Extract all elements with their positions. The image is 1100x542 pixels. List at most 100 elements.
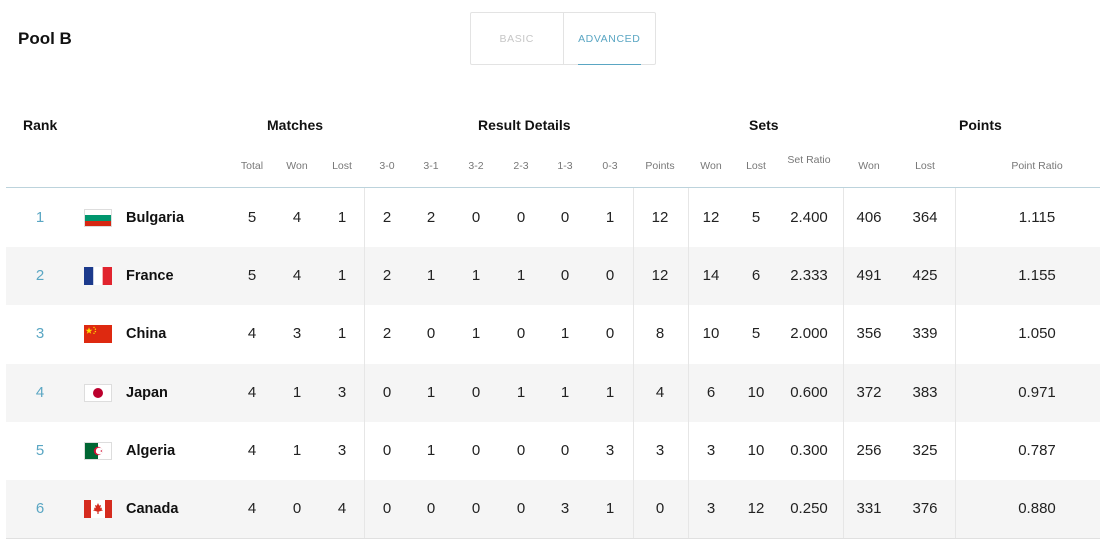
cell-r13: 0 <box>560 441 570 459</box>
subheader-lost: Lost <box>332 160 352 172</box>
cell-total: 5 <box>247 209 257 226</box>
cell-set-ratio: 0.300 <box>790 441 828 459</box>
column-divider <box>633 188 634 538</box>
table-row[interactable]: 4 Japan 4 1 3 0 1 0 1 1 1 4 6 10 0.600 372 383 0.971 <box>6 363 1100 422</box>
cell-r31: 1 <box>426 383 436 401</box>
cell-set-ratio: 0.600 <box>790 383 828 401</box>
cell-point-ratio: 1.115 <box>1018 209 1056 226</box>
france-flag-icon <box>84 267 112 286</box>
team-name[interactable]: China <box>126 326 167 343</box>
team-name[interactable]: Canada <box>126 501 179 517</box>
team-name[interactable]: France <box>126 268 174 285</box>
canada-flag-icon <box>84 500 112 518</box>
cell-set-ratio: 0.250 <box>790 500 828 517</box>
japan-flag-icon <box>84 383 112 402</box>
subheader-sets-won: Won <box>700 160 722 172</box>
table-row[interactable]: 2 France 5 4 1 2 1 1 1 0 0 12 14 6 2.333 491 425 1.155 <box>6 247 1100 306</box>
cell-r31: 1 <box>426 441 436 459</box>
cell-sets-won: 12 <box>702 209 720 226</box>
cell-r23: 1 <box>516 267 526 285</box>
column-divider <box>688 188 689 538</box>
cell-point-ratio: 1.155 <box>1018 267 1056 285</box>
cell-r32: 1 <box>471 325 481 343</box>
cell-point-ratio: 0.787 <box>1018 441 1056 459</box>
table-row[interactable]: 3 China 4 3 1 2 0 1 0 1 0 8 10 5 2.000 356 339 1.050 <box>6 305 1100 363</box>
cell-r32: 0 <box>471 383 481 401</box>
cell-won: 1 <box>292 383 302 401</box>
cell-r32: 0 <box>471 500 481 517</box>
cell-won: 4 <box>292 267 302 285</box>
subheader-total: Total <box>240 160 264 172</box>
cell-sets-lost: 12 <box>747 500 765 517</box>
cell-points: 12 <box>651 267 669 285</box>
team-name[interactable]: Algeria <box>126 442 176 459</box>
cell-total: 4 <box>247 441 257 459</box>
cell-sets-lost: 5 <box>751 209 761 226</box>
table-row[interactable]: 6 Canada 4 0 4 0 0 0 0 3 1 0 3 12 0.250 331 376 0.880 <box>6 480 1100 538</box>
cell-point-ratio: 0.971 <box>1018 383 1056 401</box>
cell-lost: 1 <box>337 209 347 226</box>
cell-sets-lost: 5 <box>751 325 761 343</box>
subheader-r23: 2-3 <box>513 160 529 172</box>
cell-sets-won: 14 <box>702 267 720 285</box>
cell-point-ratio: 1.050 <box>1018 325 1056 343</box>
cell-points-lost: 364 <box>912 209 938 226</box>
cell-r13: 0 <box>560 209 570 226</box>
subheader-point-ratio: Point Ratio <box>1011 160 1063 172</box>
sets-header: Sets <box>749 117 779 133</box>
rank-header: Rank <box>23 117 58 133</box>
column-divider <box>364 188 365 538</box>
cell-points-lost: 376 <box>912 500 938 517</box>
table-row[interactable]: 1 Bulgaria 5 4 1 2 2 0 0 0 1 12 12 5 2.400 406 364 1.115 <box>6 189 1100 247</box>
cell-set-ratio: 2.000 <box>790 325 828 343</box>
cell-r31: 1 <box>426 267 436 285</box>
subheader-r32: 3-2 <box>468 160 484 172</box>
cell-r23: 0 <box>516 441 526 459</box>
header-divider <box>6 187 1100 188</box>
cell-r31: 2 <box>426 209 436 226</box>
cell-total: 4 <box>247 383 257 401</box>
cell-r31: 0 <box>426 325 436 343</box>
team-name[interactable]: Japan <box>126 384 168 401</box>
cell-r03: 0 <box>605 325 615 343</box>
cell-sets-lost: 6 <box>751 267 761 285</box>
subheader-set-ratio: Set Ratio <box>787 154 831 166</box>
table-row[interactable]: 5 Algeria 4 1 3 0 1 0 0 0 3 3 3 10 0.300 256 325 0.787 <box>6 422 1100 480</box>
subheader-points-won: Won <box>858 160 880 172</box>
china-flag-icon <box>84 325 112 344</box>
cell-sets-won: 6 <box>706 383 716 401</box>
cell-lost: 4 <box>337 500 347 517</box>
pool-title: Pool B <box>18 29 72 48</box>
cell-points-won: 331 <box>856 500 882 517</box>
cell-won: 1 <box>292 441 302 459</box>
subheader-sets-lost: Lost <box>746 160 766 172</box>
team-name[interactable]: Bulgaria <box>126 210 185 226</box>
rank-cell: 2 <box>35 267 45 285</box>
cell-lost: 1 <box>337 267 347 285</box>
cell-points-lost: 325 <box>912 441 938 459</box>
cell-lost: 3 <box>337 441 347 459</box>
cell-r30: 0 <box>382 500 392 517</box>
cell-r03: 3 <box>605 441 615 459</box>
matches-header: Matches <box>267 117 324 133</box>
cell-r13: 1 <box>560 325 570 343</box>
subheader-r03: 0-3 <box>602 160 618 172</box>
view-toggle: BASIC ADVANCED <box>470 12 656 65</box>
cell-set-ratio: 2.400 <box>790 209 828 226</box>
cell-lost: 3 <box>337 383 347 401</box>
cell-points-won: 372 <box>856 383 882 401</box>
cell-r03: 1 <box>605 209 615 226</box>
cell-points-won: 406 <box>856 209 882 226</box>
rank-cell: 3 <box>35 325 45 343</box>
cell-points-won: 356 <box>856 325 882 343</box>
basic-tab[interactable]: BASIC <box>471 13 564 64</box>
cell-points-won: 256 <box>856 441 882 459</box>
cell-r13: 3 <box>560 500 570 517</box>
cell-won: 0 <box>292 500 302 517</box>
cell-r23: 0 <box>516 325 526 343</box>
advanced-tab[interactable]: ADVANCED <box>564 13 656 65</box>
cell-r32: 1 <box>471 267 481 285</box>
cell-lost: 1 <box>337 325 347 343</box>
cell-r30: 2 <box>382 267 392 285</box>
cell-r23: 0 <box>516 500 526 517</box>
